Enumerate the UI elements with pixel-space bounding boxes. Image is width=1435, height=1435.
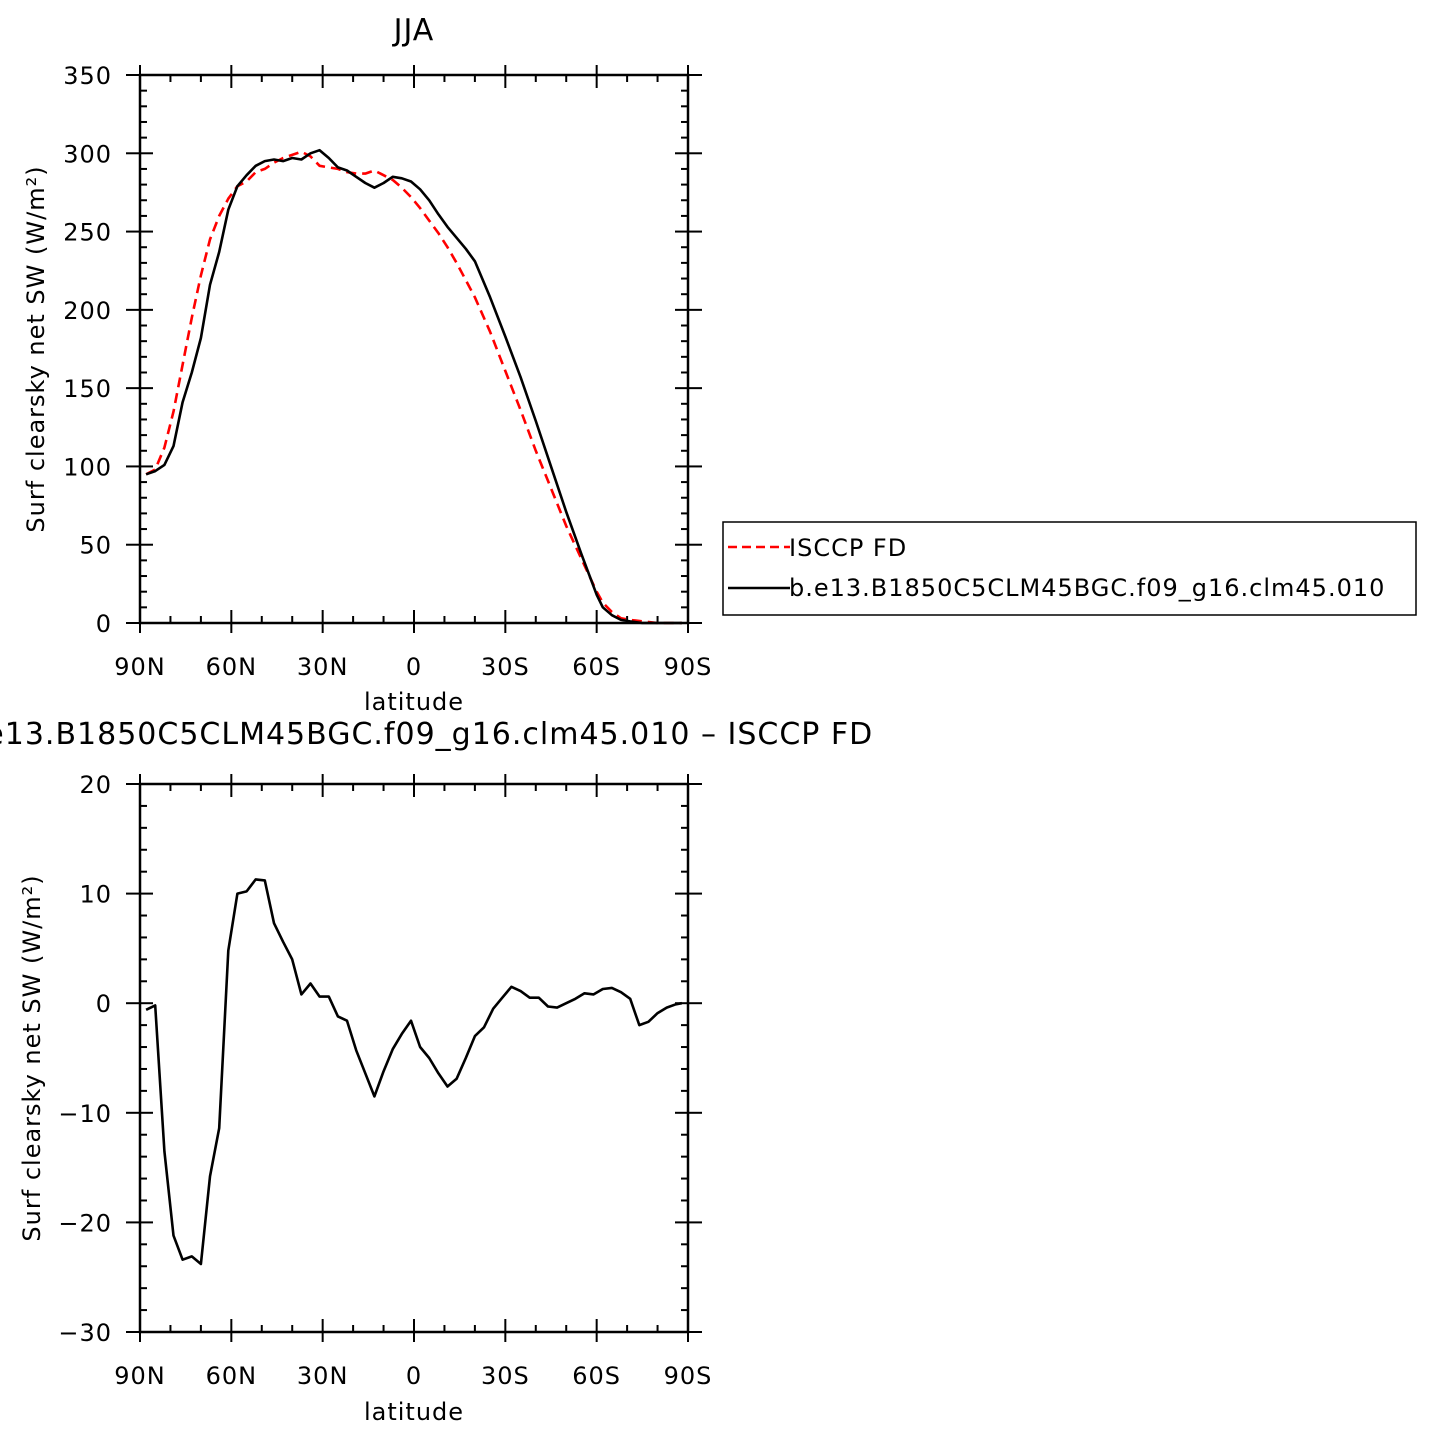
top-axes: 90N 60N 30N 0 30S 60S 90S 0 50 100 150 200 250 300 350 [63, 62, 713, 681]
top-x-tick-label: 30N [297, 653, 349, 681]
top-x-tick-label: 60S [572, 653, 621, 681]
bottom-x-tick-label: 60N [206, 1362, 258, 1390]
top-y-tick-label: 300 [63, 140, 112, 168]
bottom-y-tick-label: 0 [96, 990, 112, 1018]
bottom-panel: b.e13.B1850C5CLM45BGC.f09_g16.clm45.010 … [0, 717, 873, 1426]
legend-label-model: b.e13.B1850C5CLM45BGC.f09_g16.clm45.010 [789, 574, 1385, 602]
bottom-x-tick-label: 90S [664, 1362, 713, 1390]
bottom-x-tick-label: 30N [297, 1362, 349, 1390]
top-x-tick-label: 30S [481, 653, 530, 681]
bottom-y-axis-title: Surf clearsky net SW (W/m²) [18, 874, 46, 1241]
bottom-plot-title: b.e13.B1850C5CLM45BGC.f09_g16.clm45.010 … [0, 717, 873, 752]
bottom-y-tick-label: −10 [58, 1100, 112, 1128]
top-x-tick-label: 90S [664, 653, 713, 681]
bottom-axes: 90N 60N 30N 0 30S 60S 90S −30 −20 −10 0 10 20 [58, 771, 713, 1390]
bottom-x-tick-label: 0 [406, 1362, 422, 1390]
bottom-x-tick-label: 60S [572, 1362, 621, 1390]
top-y-tick-label: 350 [63, 62, 112, 90]
top-plot-frame [138, 73, 690, 625]
bottom-y-tick-label: −20 [58, 1209, 112, 1237]
top-y-tick-label: 0 [96, 610, 112, 638]
top-x-axis-title: latitude [364, 688, 464, 716]
top-y-tick-label: 150 [63, 375, 112, 403]
top-y-tick-label: 250 [63, 219, 112, 247]
bottom-plot-frame [138, 782, 690, 1334]
top-y-tick-label: 100 [63, 453, 112, 481]
legend-box [722, 521, 1417, 616]
bottom-y-tick-label: 20 [79, 771, 112, 799]
bottom-series-group [145, 878, 683, 1266]
top-x-tick-label: 0 [406, 653, 422, 681]
bottom-series-line-0 [145, 878, 683, 1266]
bottom-y-tick-label: 10 [79, 881, 112, 909]
top-x-tick-label: 60N [206, 653, 258, 681]
bottom-x-tick-label: 90N [114, 1362, 166, 1390]
top-y-tick-label: 200 [63, 297, 112, 325]
top-plot-title: JJA [392, 13, 435, 48]
top-y-tick-label: 50 [79, 532, 112, 560]
top-y-axis-title: Surf clearsky net SW (W/m²) [22, 165, 50, 532]
legend-label-isccp: ISCCP FD [789, 534, 907, 562]
bottom-x-tick-label: 30S [481, 1362, 530, 1390]
top-series-group [145, 148, 682, 625]
top-panel: JJA 90N 60N 30N 0 30S 60S 90S 0 50 100 150 200 250 30… [22, 13, 713, 716]
legend: ISCCP FD b.e13.B1850C5CLM45BGC.f09_g16.c… [722, 521, 1417, 616]
top-series-line-1 [145, 148, 682, 625]
bottom-y-tick-label: −30 [58, 1319, 112, 1347]
top-x-tick-label: 90N [114, 653, 166, 681]
bottom-x-axis-title: latitude [364, 1398, 464, 1426]
